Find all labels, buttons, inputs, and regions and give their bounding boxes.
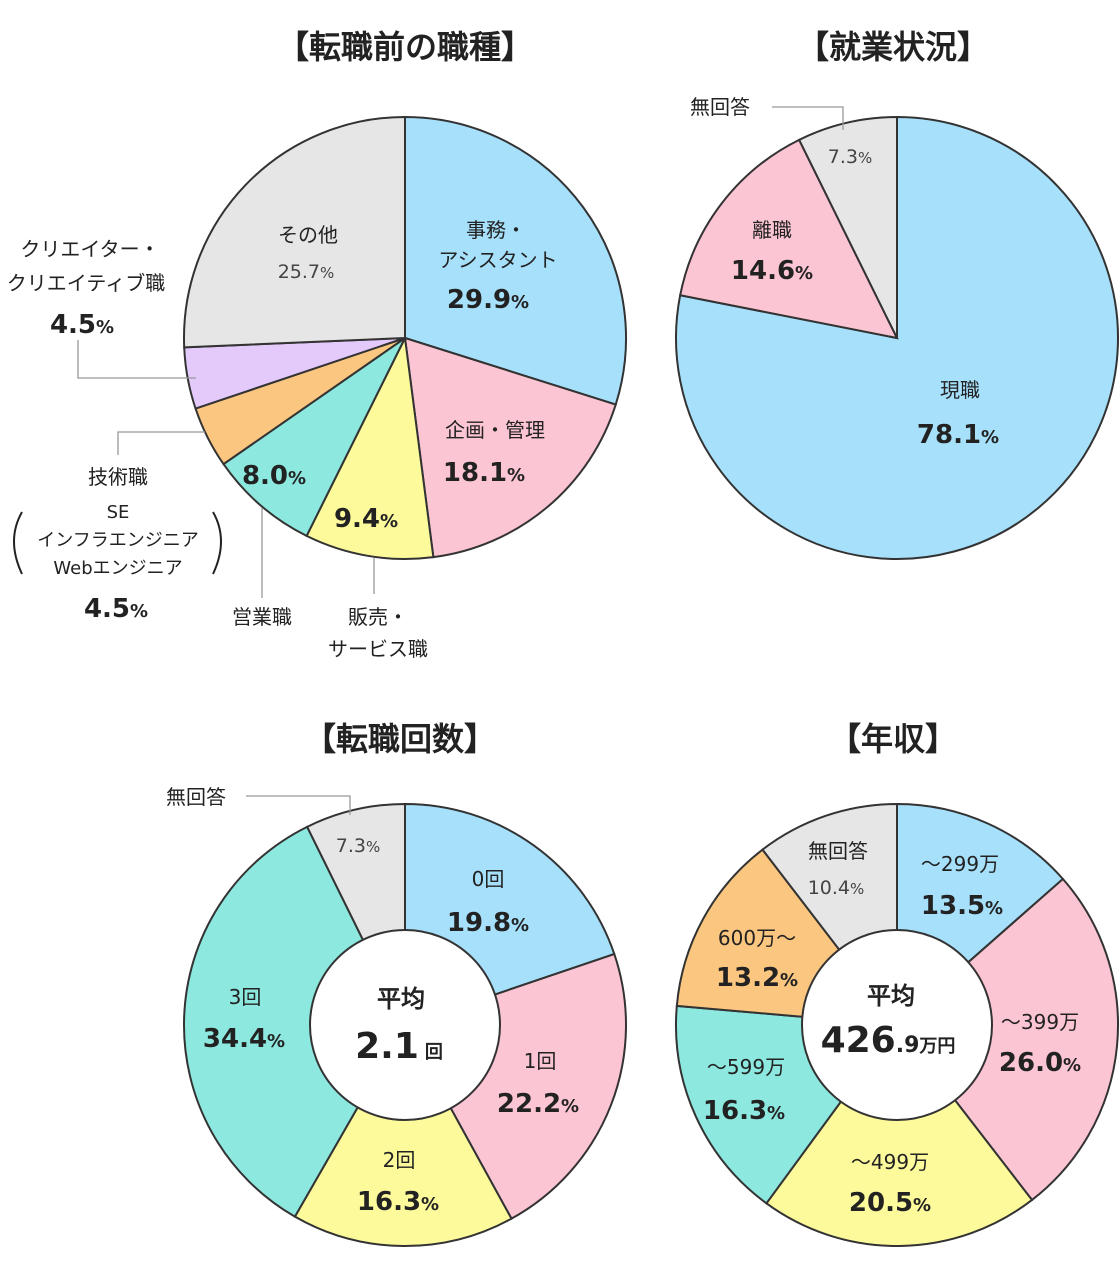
pct-two: 16.3%: [357, 1187, 439, 1217]
donut-job-changes: [183, 802, 627, 1247]
labels-employment: 現職 78.1% 離職 14.6% 無回答 7.3%: [690, 95, 999, 450]
label-under-499: 〜499万: [851, 1150, 929, 1174]
label-under-599: 〜599万: [707, 1055, 785, 1079]
leader-creative: [77, 340, 196, 379]
label-creative-line2: クリエイティブ職: [7, 271, 165, 295]
label-service-line2: サービス職: [328, 637, 428, 661]
label-tech-line3: インフラエンジニア: [37, 530, 198, 551]
label-under-299: 〜299万: [921, 852, 999, 876]
center-title-income: 平均: [867, 982, 915, 1010]
label-changes-noanswer: 無回答: [166, 785, 226, 809]
label-sales: 営業職: [232, 605, 292, 629]
pie-slice: [293, 1022, 513, 1247]
pie-slice: [222, 337, 406, 538]
label-tech-line1: 技術職: [88, 465, 148, 489]
leader-lines: [77, 106, 844, 815]
pct-service: 9.4%: [334, 504, 398, 534]
pct-income-noanswer: 10.4%: [808, 877, 865, 899]
pie-slice: [403, 336, 617, 559]
center-title-changes: 平均: [377, 985, 425, 1013]
pie-slice: [679, 138, 899, 340]
label-office-line1: 事務・: [466, 218, 526, 242]
label-over-600: 600万〜: [718, 926, 796, 950]
chart-title-employment: 【就業状況】: [797, 28, 989, 66]
label-creative-line1: クリエイター・: [20, 237, 159, 261]
donut-income: [675, 802, 1119, 1247]
pie-employment: [675, 115, 1119, 560]
right-paren: [212, 511, 222, 575]
pct-three: 34.4%: [203, 1024, 285, 1054]
label-other: その他: [278, 223, 338, 247]
pct-over-600: 13.2%: [716, 963, 798, 993]
label-zero: 0回: [472, 867, 505, 891]
chart-title-income: 【年収】: [829, 720, 957, 758]
donut-hole: [801, 929, 993, 1121]
label-two: 2回: [383, 1148, 416, 1172]
pie-slice: [183, 115, 406, 349]
pct-under-499: 20.5%: [849, 1188, 931, 1218]
pie-slice: [895, 877, 1119, 1202]
label-office-line2: アシスタント: [438, 248, 557, 272]
pct-under-599: 16.3%: [703, 1096, 785, 1126]
pct-current: 78.1%: [917, 420, 999, 450]
leader-changes-noanswer: [246, 795, 351, 815]
label-tech-line4: Webエンジニア: [53, 558, 182, 579]
pct-one: 22.2%: [497, 1089, 579, 1119]
label-employment-noanswer: 無回答: [690, 95, 750, 119]
pie-slice: [404, 115, 627, 406]
pie-job-type: [183, 115, 627, 560]
pct-changes-noanswer: 7.3%: [336, 835, 380, 857]
pct-sales: 8.0%: [242, 461, 306, 491]
pct-left-job: 14.6%: [731, 256, 813, 286]
chart-title-job-type: 【転職前の職種】: [277, 28, 533, 66]
pct-office: 29.9%: [447, 285, 529, 315]
pct-zero: 19.8%: [447, 908, 529, 938]
pct-planning: 18.1%: [443, 458, 525, 488]
label-income-noanswer: 無回答: [808, 839, 868, 863]
donut-hole: [309, 929, 501, 1121]
leader-tech: [117, 431, 205, 455]
labels-job-changes: 0回 19.8% 1回 22.2% 2回 16.3% 3回 34.4% 無回答 …: [166, 785, 579, 1217]
center-value-changes: 2.1 回: [355, 1026, 443, 1067]
pie-slice: [765, 1023, 1034, 1247]
label-three: 3回: [229, 985, 262, 1009]
pct-under-399: 26.0%: [999, 1048, 1081, 1078]
label-under-399: 〜399万: [1001, 1010, 1079, 1034]
pie-slice: [305, 334, 435, 560]
pct-under-299: 13.5%: [921, 891, 1003, 921]
label-planning: 企画・管理: [445, 418, 545, 442]
label-one: 1回: [524, 1049, 557, 1073]
chart-title-job-changes: 【転職回数】: [304, 720, 496, 758]
label-current: 現職: [940, 378, 980, 402]
pct-creative: 4.5%: [50, 310, 114, 340]
labels-job-type: 事務・ アシスタント 29.9% 企画・管理 18.1% 9.4% 販売・ サー…: [7, 218, 558, 661]
label-tech-line2: SE: [107, 502, 130, 523]
pct-other: 25.7%: [278, 261, 335, 283]
center-value-income: 426.9万円: [821, 1020, 956, 1061]
pct-employment-noanswer: 7.3%: [828, 146, 872, 168]
pie-slice: [797, 115, 898, 339]
label-left-job: 離職: [752, 218, 792, 242]
labels-income: 〜299万 13.5% 〜399万 26.0% 〜499万 20.5% 〜599…: [703, 839, 1081, 1218]
label-service-line1: 販売・: [348, 605, 408, 629]
pie-slice: [183, 825, 407, 1218]
pct-tech: 4.5%: [84, 594, 148, 624]
leader-employment-noanswer: [772, 106, 844, 130]
left-paren: [13, 511, 23, 575]
